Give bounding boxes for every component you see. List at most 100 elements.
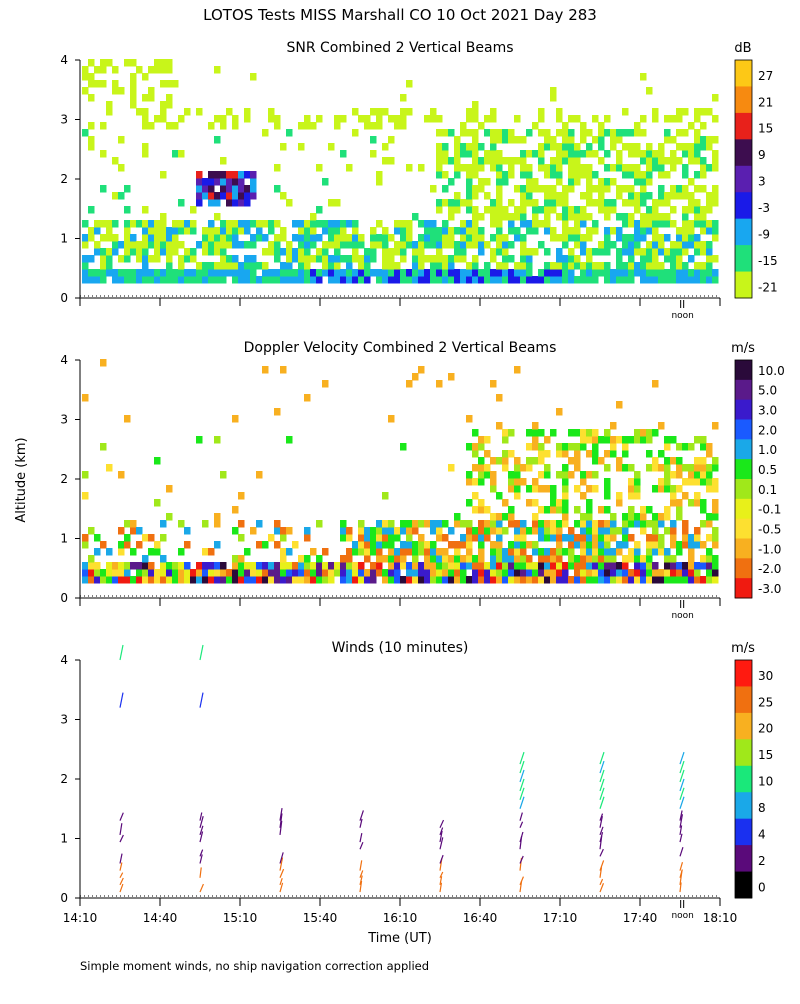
heatmap-cell xyxy=(310,234,317,242)
heatmap-cell xyxy=(562,464,569,472)
heatmap-cell xyxy=(700,499,707,507)
heatmap-cell xyxy=(334,562,341,570)
heatmap-cell xyxy=(616,213,623,221)
heatmap-cell xyxy=(598,129,605,137)
wind-barb xyxy=(679,833,683,843)
heatmap-cell xyxy=(562,150,569,158)
heatmap-cell xyxy=(358,234,365,242)
heatmap-cell xyxy=(526,262,533,270)
heatmap-cell xyxy=(244,227,251,235)
heatmap-cell xyxy=(382,520,389,528)
heatmap-cell xyxy=(694,248,701,256)
heatmap-cell xyxy=(622,248,629,256)
heatmap-cell xyxy=(82,541,89,549)
heatmap-cell xyxy=(382,569,389,577)
heatmap-cell xyxy=(214,199,221,207)
heatmap-cell xyxy=(532,429,539,437)
heatmap-cell xyxy=(184,220,191,228)
heatmap-cell xyxy=(550,262,557,270)
heatmap-cell xyxy=(628,513,635,521)
heatmap-cell xyxy=(694,185,701,193)
heatmap-cell xyxy=(256,541,263,549)
heatmap-cell xyxy=(586,576,593,584)
heatmap-cell xyxy=(154,576,161,584)
heatmap-cell xyxy=(232,569,239,577)
heatmap-cell xyxy=(178,220,185,228)
heatmap-cell xyxy=(238,171,245,179)
heatmap-cell xyxy=(388,262,395,270)
heatmap-cell xyxy=(700,122,707,130)
heatmap-cell xyxy=(700,269,707,277)
heatmap-cell xyxy=(214,213,221,221)
heatmap-cell xyxy=(682,562,689,570)
heatmap-cell xyxy=(376,220,383,228)
heatmap-cell xyxy=(436,380,443,388)
heatmap-cell xyxy=(316,115,323,123)
heatmap-cell xyxy=(508,576,515,584)
colorbar-swatch xyxy=(735,245,752,273)
heatmap-cell xyxy=(586,143,593,151)
heatmap-cell xyxy=(586,555,593,563)
heatmap-cell xyxy=(700,262,707,270)
heatmap-cell xyxy=(682,164,689,172)
colorbar-swatch xyxy=(735,479,752,500)
heatmap-cell xyxy=(190,569,197,577)
heatmap-cell xyxy=(700,164,707,172)
heatmap-cell xyxy=(88,562,95,570)
heatmap-cell xyxy=(622,269,629,277)
heatmap-cell xyxy=(580,569,587,577)
heatmap-cell xyxy=(220,185,227,193)
heatmap-cell xyxy=(334,248,341,256)
heatmap-cell xyxy=(316,269,323,277)
heatmap-cell xyxy=(154,241,161,249)
heatmap-cell xyxy=(640,262,647,270)
heatmap-cell xyxy=(124,234,131,242)
heatmap-cell xyxy=(250,576,257,584)
heatmap-cell xyxy=(670,262,677,270)
heatmap-cell xyxy=(598,241,605,249)
heatmap-cell xyxy=(670,206,677,214)
heatmap-cell xyxy=(568,457,575,465)
heatmap-cell xyxy=(490,471,497,479)
heatmap-cell xyxy=(706,471,713,479)
heatmap-cell xyxy=(472,569,479,577)
colorbar-label: 10.0 xyxy=(758,364,785,378)
heatmap-cell xyxy=(694,241,701,249)
heatmap-cell xyxy=(508,269,515,277)
heatmap-cell xyxy=(568,136,575,144)
heatmap-cell xyxy=(580,562,587,570)
heatmap-cell xyxy=(232,199,239,207)
heatmap-cell xyxy=(562,576,569,584)
heatmap-cell xyxy=(652,269,659,277)
heatmap-cell xyxy=(502,269,509,277)
heatmap-cell xyxy=(106,101,113,109)
heatmap-cell xyxy=(412,213,419,221)
heatmap-cell xyxy=(490,276,497,284)
heatmap-cell xyxy=(436,157,443,165)
wind-barb xyxy=(279,878,283,886)
heatmap-cell xyxy=(454,192,461,200)
heatmap-cell xyxy=(670,492,677,500)
heatmap-cell xyxy=(712,220,719,228)
heatmap-cell xyxy=(268,108,275,116)
heatmap-cell xyxy=(508,199,515,207)
heatmap-cell xyxy=(364,548,371,556)
heatmap-cell xyxy=(676,562,683,570)
heatmap-cell xyxy=(202,227,209,235)
heatmap-cell xyxy=(526,569,533,577)
heatmap-cell xyxy=(604,562,611,570)
wind-barb xyxy=(279,808,283,821)
heatmap-cell xyxy=(640,150,647,158)
heatmap-cell xyxy=(82,576,89,584)
heatmap-cell xyxy=(496,241,503,249)
heatmap-cell xyxy=(292,569,299,577)
heatmap-cell xyxy=(664,506,671,514)
heatmap-cell xyxy=(238,220,245,228)
heatmap-cell xyxy=(490,143,497,151)
heatmap-cell xyxy=(634,178,641,186)
colorbar-label: -1.0 xyxy=(758,542,781,556)
heatmap-cell xyxy=(466,443,473,451)
heatmap-cell xyxy=(232,555,239,563)
heatmap-cell xyxy=(220,576,227,584)
heatmap-cell xyxy=(382,241,389,249)
